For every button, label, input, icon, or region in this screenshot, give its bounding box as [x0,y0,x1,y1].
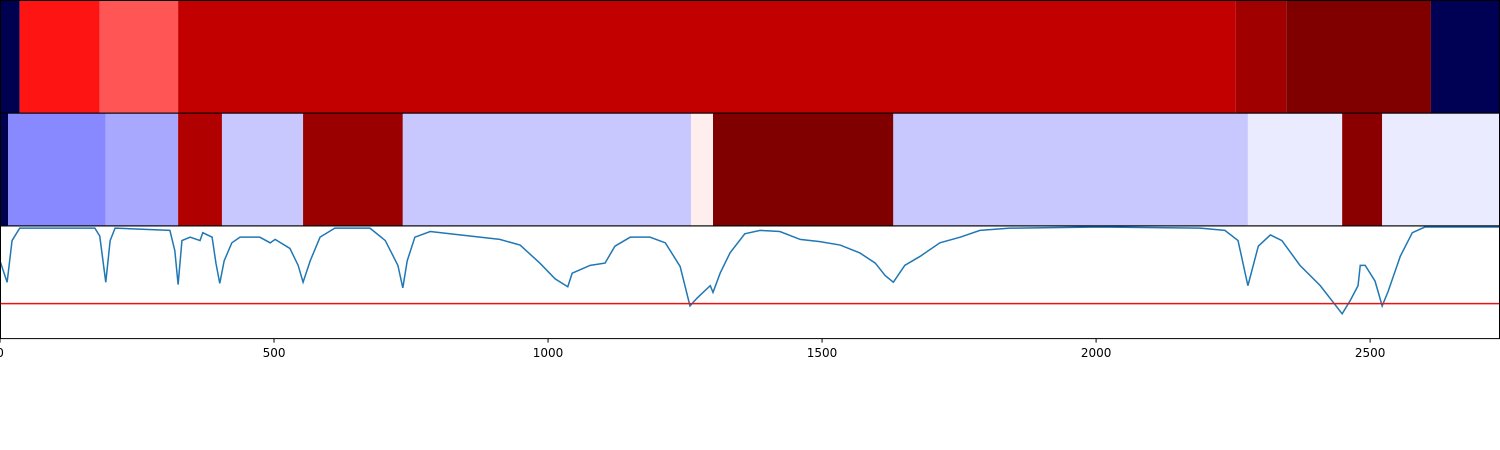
x-tick-label: 500 [263,346,286,360]
segment [221,113,304,226]
segment [1430,0,1500,114]
x-tick-label: 2000 [1081,346,1112,360]
segment [893,113,1248,226]
x-tick-label: 0 [0,346,4,360]
data-line [0,226,1500,316]
segment [8,113,106,226]
segment [691,113,714,226]
x-tick-label: 1500 [807,346,838,360]
segment [1247,113,1343,226]
x-tick-label: 1000 [533,346,564,360]
segment [402,113,692,226]
segment [713,113,894,226]
segment [99,0,179,114]
x-tick-label: 2500 [1355,346,1386,360]
segment [105,113,179,226]
segment [1286,0,1431,114]
segment [303,113,403,226]
segment [0,113,9,226]
segment [178,113,222,226]
segment [1382,113,1500,226]
segment [1235,0,1287,114]
segment [0,0,20,114]
segment [19,0,100,114]
segment [1342,113,1383,226]
panel-frame [0,225,1500,340]
segment [178,0,1236,114]
